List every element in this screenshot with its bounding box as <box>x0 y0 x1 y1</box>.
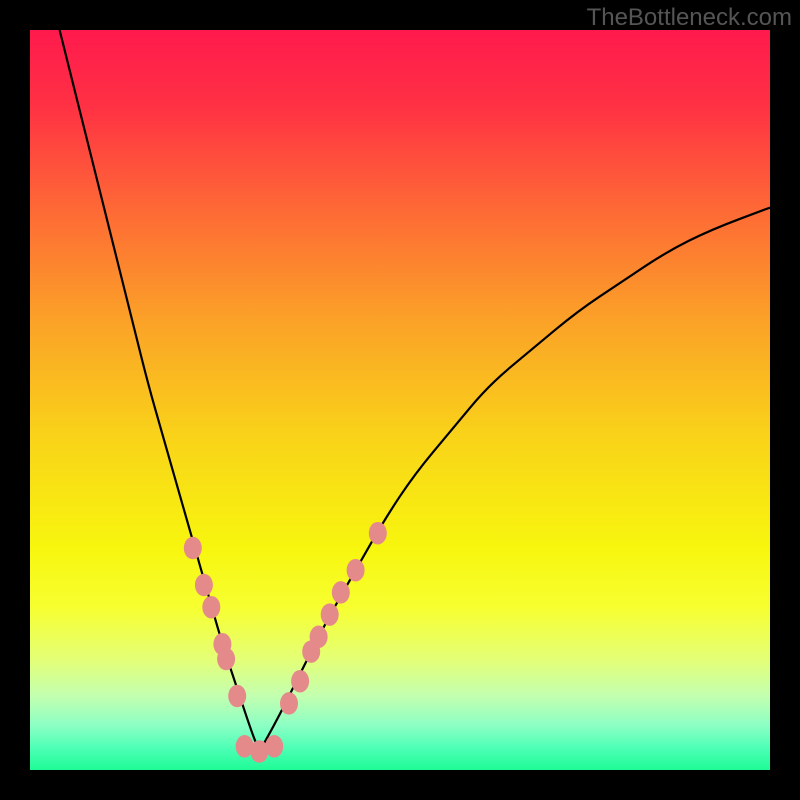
bottleneck-chart <box>0 0 800 800</box>
data-marker <box>184 537 202 560</box>
data-marker <box>202 596 220 619</box>
data-marker <box>195 574 213 597</box>
outer-frame: TheBottleneck.com <box>0 0 800 800</box>
data-marker <box>265 735 283 758</box>
plot-background <box>30 30 770 770</box>
data-marker <box>321 603 339 626</box>
data-marker <box>291 670 309 693</box>
data-marker <box>347 559 365 582</box>
data-marker <box>217 648 235 671</box>
data-marker <box>280 692 298 715</box>
data-marker <box>369 522 387 545</box>
data-marker <box>310 626 328 649</box>
watermark-text: TheBottleneck.com <box>587 4 792 32</box>
data-marker <box>228 685 246 708</box>
data-marker <box>332 581 350 604</box>
